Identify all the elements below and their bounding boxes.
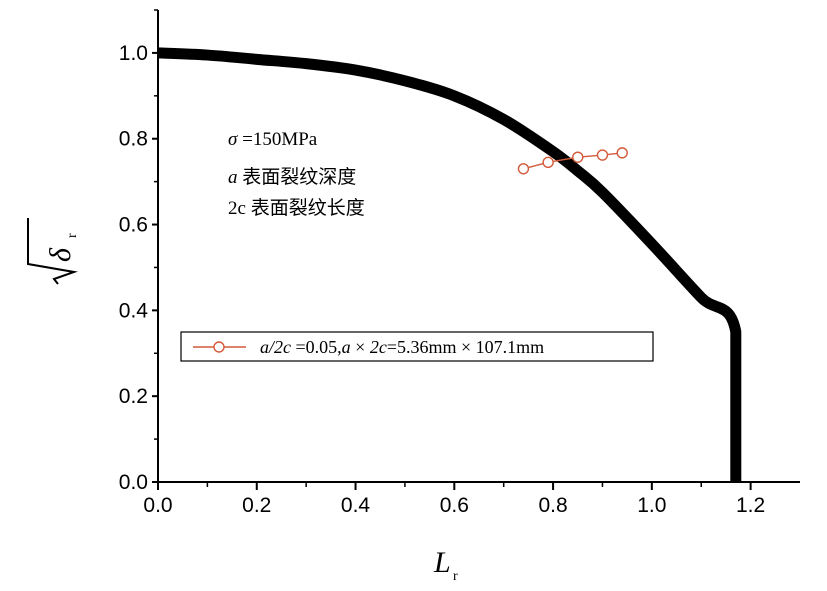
y-tick-label: 0.8	[119, 128, 148, 151]
y-tick-label: 1.0	[119, 42, 148, 65]
annotation-block: σ =150MPa a 表面裂纹深度 2c 表面裂纹长度	[228, 129, 365, 219]
axes	[157, 10, 800, 483]
data-point-marker	[542, 156, 554, 169]
x-axis-title: L r	[433, 546, 458, 584]
y-axis-label-sub: r	[65, 233, 80, 238]
y-tick-label: 0.0	[119, 471, 148, 494]
radical-sign-icon	[27, 218, 78, 285]
x-tick-label: 0.8	[538, 494, 567, 517]
data-point-marker	[616, 147, 628, 159]
x-tick-label: 0.0	[143, 494, 172, 517]
data-point-marker	[517, 163, 530, 175]
x-tick-label: 1.2	[736, 494, 765, 517]
x-tick-label: 0.4	[341, 494, 371, 517]
y-tick-label: 0.6	[119, 214, 148, 237]
legend-swatch-marker	[213, 341, 225, 353]
x-tick-label: 1.0	[637, 494, 666, 517]
y-ticks: 0.0 0.2 0.4 0.6 0.8 1.0	[119, 9, 158, 494]
x-tick-label: 0.2	[242, 494, 271, 517]
x-tick-label: 0.6	[440, 494, 469, 517]
x-axis-label-sub: r	[453, 569, 458, 584]
y-axis-label: δ	[44, 247, 77, 262]
annotation-line-2: a 表面裂纹深度	[228, 166, 356, 188]
y-tick-label: 0.4	[119, 299, 149, 322]
assessment-points-series	[517, 147, 628, 175]
y-tick-label: 0.2	[119, 385, 148, 408]
data-point-marker	[572, 151, 584, 163]
x-ticks: 0.0 0.2 0.4 0.6 0.8 1.0 1.2	[143, 482, 765, 517]
annotation-line-1: σ =150MPa	[228, 129, 318, 150]
legend: a/2c =0.05,a × 2c=5.36mm × 107.1mm	[180, 331, 654, 362]
y-axis-title: δ r	[27, 218, 80, 285]
legend-label: a/2c =0.05,a × 2c=5.36mm × 107.1mm	[260, 337, 544, 357]
annotation-line-3: 2c 表面裂纹长度	[228, 197, 365, 219]
x-axis-label: L	[433, 546, 451, 579]
data-point-marker	[596, 149, 609, 161]
failure-assessment-curve	[157, 47, 742, 482]
series-curve-line	[157, 47, 742, 482]
legend-box	[180, 331, 654, 362]
